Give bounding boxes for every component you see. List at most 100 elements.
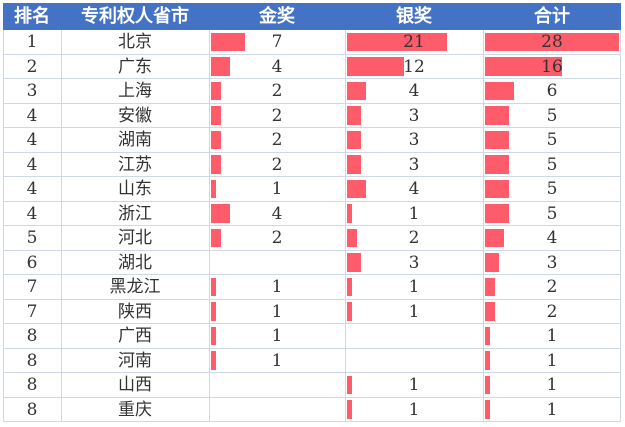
table-row: 6 湖北 3 3 xyxy=(3,251,621,276)
gold-value: 1 xyxy=(271,301,283,322)
table-row: 4 湖南 2 3 5 xyxy=(3,128,621,153)
table-row: 5 河北 2 2 4 xyxy=(3,226,621,251)
gold-bar xyxy=(211,326,216,346)
total-bar xyxy=(485,130,509,150)
rank-cell: 4 xyxy=(26,105,38,126)
province-cell: 河南 xyxy=(118,350,152,371)
table-row: 4 江苏 2 3 5 xyxy=(3,153,621,178)
row-divider xyxy=(3,176,621,177)
total-value: 5 xyxy=(546,154,558,175)
province-cell: 浙江 xyxy=(118,203,152,224)
gold-bar xyxy=(211,204,231,223)
rank-cell: 6 xyxy=(26,252,38,273)
total-bar xyxy=(485,81,514,101)
gold-value: 1 xyxy=(271,277,283,297)
gold-value: 4 xyxy=(271,203,283,224)
gold-bar xyxy=(211,81,221,101)
silver-value: 1 xyxy=(408,203,420,224)
total-bar xyxy=(485,326,490,346)
column-divider xyxy=(61,30,62,422)
gold-bar xyxy=(211,106,221,125)
silver-bar xyxy=(347,57,405,76)
rank-cell: 8 xyxy=(26,375,38,395)
rank-cell: 4 xyxy=(26,179,38,199)
province-cell: 陕西 xyxy=(118,301,152,322)
table-row: 4 浙江 4 1 5 xyxy=(3,202,621,227)
province-cell: 安徽 xyxy=(118,105,152,126)
gold-value: 1 xyxy=(271,326,283,346)
silver-value: 1 xyxy=(408,399,420,420)
silver-value: 3 xyxy=(408,252,420,273)
gold-value: 1 xyxy=(271,179,283,199)
row-divider xyxy=(3,78,621,79)
row-divider xyxy=(3,151,621,153)
silver-value: 12 xyxy=(403,56,425,77)
province-cell: 湖北 xyxy=(118,252,152,273)
total-value: 1 xyxy=(546,375,558,395)
header-total: 合计 xyxy=(534,6,570,27)
table-row: 1 北京 7 21 28 xyxy=(3,30,621,55)
table-row: 7 陕西 1 1 2 xyxy=(3,300,621,325)
silver-bar xyxy=(347,155,362,174)
column-divider xyxy=(345,30,346,422)
silver-value: 1 xyxy=(408,277,420,297)
column-divider xyxy=(483,30,484,422)
silver-bar xyxy=(347,204,352,223)
total-value: 4 xyxy=(546,228,558,248)
total-bar xyxy=(485,57,562,76)
table-row: 4 山东 1 4 5 xyxy=(3,177,621,202)
header-province: 专利权人省市 xyxy=(81,6,189,27)
header-silver: 银奖 xyxy=(396,6,432,27)
total-value: 5 xyxy=(546,130,558,150)
gold-bar xyxy=(211,228,221,248)
total-bar xyxy=(485,400,490,419)
row-divider xyxy=(3,372,621,373)
province-cell: 江苏 xyxy=(118,154,152,175)
silver-bar xyxy=(347,106,362,125)
row-divider xyxy=(3,298,621,300)
total-bar xyxy=(485,179,509,199)
silver-bar xyxy=(347,81,367,101)
gold-bar xyxy=(211,130,221,150)
rank-cell: 8 xyxy=(26,326,38,346)
gold-value: 2 xyxy=(271,154,283,175)
total-value: 5 xyxy=(546,105,558,126)
table-row: 7 黑龙江 1 1 2 xyxy=(3,275,621,300)
total-value: 16 xyxy=(541,56,563,77)
total-bar xyxy=(485,228,505,248)
province-cell: 重庆 xyxy=(118,399,152,420)
table-border-left xyxy=(3,30,4,422)
province-cell: 北京 xyxy=(118,32,152,52)
total-bar xyxy=(485,351,490,370)
table-row: 8 广西 1 1 xyxy=(3,324,621,349)
silver-bar xyxy=(347,130,362,150)
rank-cell: 7 xyxy=(26,277,38,297)
row-divider xyxy=(3,274,621,275)
gold-bar xyxy=(211,179,216,199)
gold-value: 4 xyxy=(271,56,283,77)
silver-bar xyxy=(347,228,357,248)
table-row: 8 重庆 1 1 xyxy=(3,398,621,423)
table-row: 8 山西 1 1 xyxy=(3,373,621,398)
row-divider xyxy=(3,102,621,104)
total-value: 5 xyxy=(546,203,558,224)
gold-value: 2 xyxy=(271,105,283,126)
rank-cell: 8 xyxy=(26,350,38,371)
rank-cell: 4 xyxy=(26,154,38,175)
province-cell: 广东 xyxy=(118,56,152,77)
rank-cell: 7 xyxy=(26,301,38,322)
total-bar xyxy=(485,302,495,321)
province-cell: 上海 xyxy=(118,81,152,101)
total-value: 6 xyxy=(546,81,558,101)
silver-value: 1 xyxy=(408,375,420,395)
total-value: 2 xyxy=(546,277,558,297)
gold-value: 2 xyxy=(271,81,283,101)
silver-value: 3 xyxy=(408,154,420,175)
total-bar xyxy=(485,253,500,272)
rank-cell: 8 xyxy=(26,399,38,420)
table-row: 3 上海 2 4 6 xyxy=(3,79,621,104)
gold-value: 2 xyxy=(271,130,283,150)
silver-value: 4 xyxy=(408,179,420,199)
row-divider xyxy=(3,225,621,226)
column-divider xyxy=(209,30,210,422)
